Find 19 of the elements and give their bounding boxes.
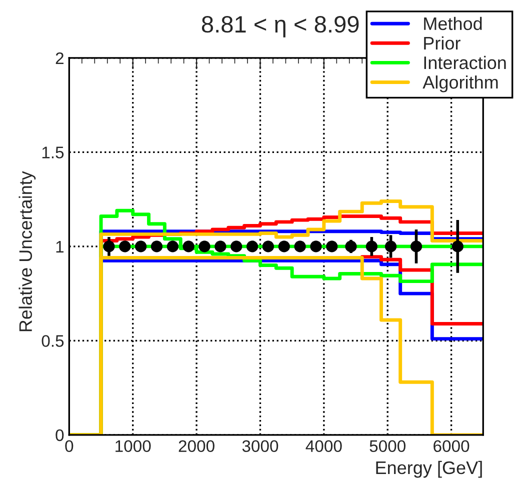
x-tick-label: 4000 [306,440,342,452]
y-tick-label: 1.5 [42,146,64,158]
x-tick-label: 6000 [434,440,470,452]
x-tick-label: 2000 [178,440,214,452]
x-axis-title: Energy [GeV] [376,460,482,478]
legend-label: Algorithm [422,75,498,92]
y-axis-title: Relative Uncertainty [18,171,36,332]
x-tick-label: 5000 [370,440,406,452]
y-tick-label: 0.5 [42,335,64,347]
legend-label: Method [424,16,482,30]
y-tick-label: 0 [56,429,64,442]
x-tick-label: 1000 [116,440,151,452]
x-tick-label: 3000 [242,440,278,452]
y-tick-label: 1 [56,241,64,252]
x-tick-label: 0 [65,440,74,452]
legend-label: Prior [424,36,460,50]
chart-title: 8.81 < η < 8.99 [202,16,359,38]
y-tick-label: 2 [56,52,64,64]
legend-label: Interaction [424,56,506,70]
